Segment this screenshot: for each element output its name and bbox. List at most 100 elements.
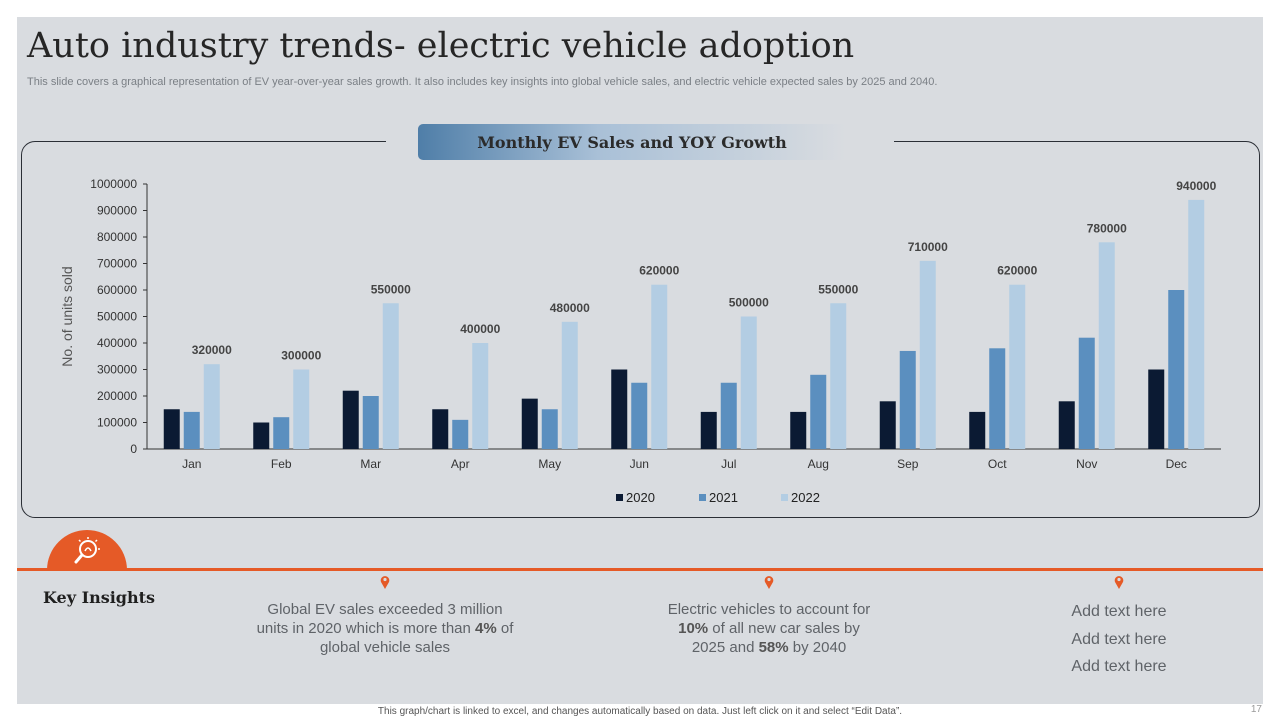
x-tick-label: Dec bbox=[1166, 457, 1187, 471]
legend-label: 2021 bbox=[709, 490, 738, 505]
data-label: 780000 bbox=[1087, 221, 1127, 235]
bar-2022-oct bbox=[1009, 284, 1026, 449]
placeholder-line[interactable]: Add text here bbox=[1071, 658, 1167, 675]
chart-banner: Monthly EV Sales and YOY Growth bbox=[418, 124, 846, 160]
data-label: 480000 bbox=[550, 301, 590, 315]
lightbulb-magnifier-icon bbox=[74, 537, 100, 564]
bar-2022-mar bbox=[382, 303, 399, 449]
y-tick-label: 700000 bbox=[97, 257, 137, 271]
x-tick-label: Feb bbox=[271, 457, 292, 471]
data-label: 550000 bbox=[818, 282, 858, 296]
chart-title: Monthly EV Sales and YOY Growth bbox=[477, 132, 787, 152]
bar-2021-nov bbox=[1078, 337, 1095, 449]
bar-2020-dec bbox=[1148, 369, 1165, 449]
insight-highlight: 4% bbox=[475, 620, 497, 637]
y-tick-label: 1000000 bbox=[90, 177, 137, 191]
y-tick-label: 400000 bbox=[97, 336, 137, 350]
bar-2021-jun bbox=[631, 382, 648, 449]
data-label: 400000 bbox=[460, 322, 500, 336]
location-pin-icon bbox=[1114, 576, 1124, 589]
bar-2020-jul bbox=[700, 411, 717, 449]
bar-2022-sep bbox=[919, 260, 936, 449]
bar-2021-may bbox=[541, 409, 558, 449]
y-tick-label: 300000 bbox=[97, 363, 137, 377]
bar-2022-apr bbox=[472, 343, 489, 449]
location-pin-icon bbox=[380, 576, 390, 589]
y-tick-label: 600000 bbox=[97, 283, 137, 297]
x-tick-label: Aug bbox=[808, 457, 829, 471]
bar-2020-oct bbox=[969, 411, 986, 449]
insight-global-sales: Global EV sales exceeded 3 million units… bbox=[255, 600, 515, 657]
bar-2021-sep bbox=[899, 350, 916, 449]
bar-2021-mar bbox=[362, 396, 379, 449]
bar-2020-may bbox=[521, 398, 538, 449]
slide-subtitle: This slide covers a graphical representa… bbox=[27, 76, 938, 88]
insight-text: of global vehicle sales bbox=[319, 620, 514, 656]
bar-2021-jul bbox=[720, 382, 737, 449]
key-insights-title: Key Insights bbox=[43, 588, 156, 607]
footer-note: This graph/chart is linked to excel, and… bbox=[377, 706, 903, 717]
location-pin-icon bbox=[764, 576, 774, 589]
bar-2022-jan bbox=[203, 364, 220, 449]
bar-2020-feb bbox=[253, 422, 270, 449]
insights-divider bbox=[17, 568, 1263, 571]
insight-text: Global EV sales exceeded 3 million units… bbox=[256, 601, 503, 637]
x-tick-label: Jul bbox=[721, 457, 736, 471]
insight-text: by 2040 bbox=[788, 639, 847, 656]
legend-swatch-2020 bbox=[616, 494, 623, 501]
bar-2022-dec bbox=[1188, 199, 1205, 449]
data-label: 710000 bbox=[908, 240, 948, 254]
bar-2021-dec bbox=[1168, 290, 1185, 449]
legend-label: 2022 bbox=[791, 490, 820, 505]
data-label: 500000 bbox=[729, 296, 769, 310]
x-tick-label: Oct bbox=[988, 457, 1007, 471]
data-label: 320000 bbox=[192, 343, 232, 357]
bar-2020-nov bbox=[1058, 401, 1075, 449]
sales-bar-chart[interactable]: 0 100000 200000 300000 400000 500000 600000 700… bbox=[40, 170, 1240, 520]
data-label: 300000 bbox=[281, 349, 321, 363]
bar-2022-nov bbox=[1098, 242, 1115, 449]
legend-swatch-2022 bbox=[781, 494, 788, 501]
x-tick-label: Sep bbox=[897, 457, 919, 471]
insight-ev-forecast: Electric vehicles to account for 10% of … bbox=[660, 600, 878, 657]
x-tick-label: Nov bbox=[1076, 457, 1097, 471]
insight-text: Electric vehicles to account for bbox=[667, 601, 871, 618]
bar-2020-sep bbox=[879, 401, 896, 449]
bar-2020-apr bbox=[432, 409, 449, 449]
bar-2021-feb bbox=[273, 417, 290, 449]
bar-2021-oct bbox=[989, 348, 1006, 449]
x-tick-label: May bbox=[538, 457, 561, 471]
bar-2021-jan bbox=[183, 411, 200, 449]
x-tick-label: Apr bbox=[451, 457, 470, 471]
bar-2022-may bbox=[561, 321, 578, 449]
bar-2021-apr bbox=[452, 419, 469, 449]
data-label: 620000 bbox=[997, 264, 1037, 278]
y-tick-label: 500000 bbox=[97, 310, 137, 324]
bar-2020-mar bbox=[342, 390, 359, 449]
insight-highlight: 58% bbox=[758, 639, 789, 656]
y-axis-title: No. of units sold bbox=[59, 266, 75, 366]
bar-2022-feb bbox=[293, 369, 310, 449]
x-tick-label: Mar bbox=[360, 457, 381, 471]
placeholder-line[interactable]: Add text here bbox=[1071, 630, 1167, 648]
legend-label: 2020 bbox=[626, 490, 655, 505]
y-tick-label: 100000 bbox=[97, 416, 137, 430]
insight-highlight: 10% bbox=[678, 620, 709, 637]
data-label: 940000 bbox=[1176, 179, 1216, 193]
data-label: 620000 bbox=[639, 264, 679, 278]
y-tick-label: 200000 bbox=[97, 389, 137, 403]
page-number: 17 bbox=[1250, 704, 1262, 715]
x-tick-label: Jan bbox=[182, 457, 201, 471]
bar-2022-aug bbox=[830, 303, 847, 449]
legend-swatch-2021 bbox=[699, 494, 706, 501]
bar-2020-jun bbox=[611, 369, 628, 449]
bar-2021-aug bbox=[810, 374, 827, 449]
bar-2020-aug bbox=[790, 411, 807, 449]
bar-2022-jul bbox=[740, 316, 757, 449]
bar-2022-jun bbox=[651, 284, 668, 449]
y-tick-label: 800000 bbox=[97, 230, 137, 244]
placeholder-line[interactable]: Add text here bbox=[1071, 603, 1167, 620]
insight-placeholder[interactable]: Add text here Add text here Add text her… bbox=[1019, 598, 1219, 681]
data-label: 550000 bbox=[371, 282, 411, 296]
insight-text: of all new car sales by 2025 and bbox=[691, 620, 860, 656]
